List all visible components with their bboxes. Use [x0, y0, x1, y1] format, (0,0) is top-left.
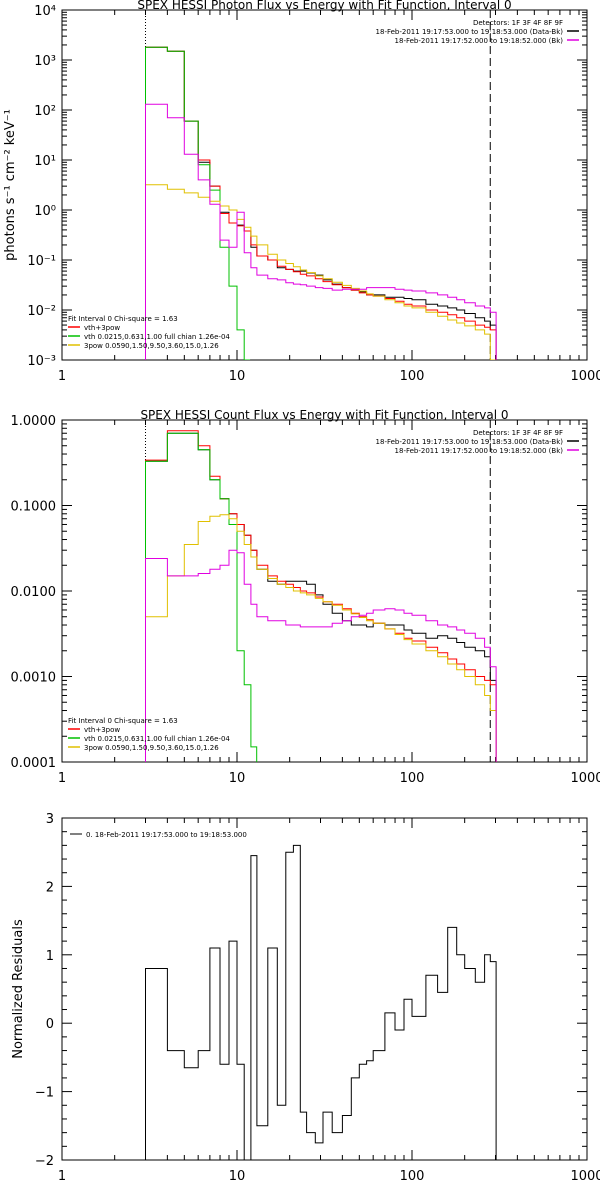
series-line-3 — [145, 46, 251, 360]
x-tick-label: 1000 — [570, 369, 600, 384]
series-line-2 — [145, 430, 497, 762]
legend-entry-label: 18-Feb-2011 19:17:53.000 to 19:18:53.000… — [376, 438, 564, 446]
legend-bottom-left: Fit Interval 0 Chi-square = 1.63vth+3pow… — [68, 717, 230, 752]
y-tick-label: 1.0000 — [11, 414, 57, 429]
y-tick-label: 10⁴ — [34, 4, 56, 19]
y-axis-label: photons s⁻¹ cm⁻² keV⁻¹ — [3, 109, 18, 261]
y-tick-label: 10⁻¹ — [27, 254, 56, 269]
legend-entry-label: Fit Interval 0 Chi-square = 1.63 — [68, 315, 178, 323]
y-tick-label: 10³ — [34, 54, 56, 69]
legend-entry-label: vth 0.0215,0.631,1.00 full chian 1.26e-0… — [84, 333, 230, 341]
y-tick-label: 0.0100 — [11, 585, 57, 600]
series-line-1 — [145, 46, 497, 360]
y-tick-label: 0.0010 — [11, 671, 57, 686]
legend-entry-label: Detectors: 1F 3F 4F 8F 9F — [473, 19, 563, 27]
legend-entry-label: 18-Feb-2011 19:17:52.000 to 19:18:52.000… — [395, 37, 564, 45]
legend-entry-label: 18-Feb-2011 19:17:53.000 to 19:18:53.000… — [376, 28, 564, 36]
x-tick-label: 10 — [229, 771, 246, 786]
x-tick-label: 100 — [400, 1169, 425, 1184]
legend-entry-label: 18-Feb-2011 19:17:52.000 to 19:18:52.000… — [395, 447, 564, 455]
series-line-1 — [145, 432, 497, 762]
legend-entry-label: Detectors: 1F 3F 4F 8F 9F — [473, 429, 563, 437]
series-line-5 — [145, 103, 497, 360]
x-tick-label: 10 — [229, 369, 246, 384]
chart-panel-1: SPEX HESSI Photon Flux vs Energy with Fi… — [3, 0, 600, 384]
legend: 0. 18-Feb-2011 19:17:53.000 to 19:18:53.… — [70, 831, 247, 839]
plot-frame — [61, 419, 588, 763]
y-tick-label: 0.0001 — [11, 756, 57, 771]
x-tick-label: 100 — [400, 771, 425, 786]
chart-title: SPEX HESSI Count Flux vs Energy with Fit… — [140, 408, 508, 422]
series-line-1 — [145, 844, 497, 1160]
series-line-3 — [145, 432, 258, 762]
legend-entry-label: Fit Interval 0 Chi-square = 1.63 — [68, 717, 178, 725]
y-tick-label: −2 — [35, 1154, 54, 1169]
x-tick-label: 1 — [58, 1169, 66, 1184]
y-tick-label: 0.1000 — [11, 500, 57, 515]
x-tick-label: 1000 — [570, 1169, 600, 1184]
series-line-4 — [145, 184, 497, 360]
plot-frame — [61, 9, 588, 361]
plot-frame — [61, 817, 588, 1161]
legend-entry-label: 3pow 0.0590,1.50,9.50,3.60,15.0,1.26 — [84, 744, 219, 752]
y-tick-label: 10¹ — [34, 154, 56, 169]
x-tick-label: 1 — [58, 771, 66, 786]
series-line-4 — [145, 514, 497, 762]
x-tick-label: 1 — [58, 369, 66, 384]
y-tick-label: 10⁻³ — [27, 354, 56, 369]
x-tick-label: 1000 — [570, 771, 600, 786]
chart-panel-2: SPEX HESSI Count Flux vs Energy with Fit… — [11, 408, 600, 786]
y-tick-label: 10² — [34, 104, 56, 119]
chart-title: SPEX HESSI Photon Flux vs Energy with Fi… — [137, 0, 511, 12]
y-tick-label: 10⁻² — [27, 304, 56, 319]
chart-panel-3: 1 10 100 1000 −2 −1 0 1 2 3 Normalized Residuals 0.… — [11, 812, 600, 1184]
y-axis-label: Normalized Residuals — [11, 919, 26, 1059]
legend-bottom-left: Fit Interval 0 Chi-square = 1.63vth+3pow… — [68, 315, 230, 350]
legend-entry-label: 3pow 0.0590,1.50,9.50,3.60,15.0,1.26 — [84, 342, 219, 350]
legend-entry-label: vth 0.0215,0.631,1.00 full chian 1.26e-0… — [84, 735, 230, 743]
legend-entry-label: vth+3pow — [84, 726, 120, 734]
y-tick-label: −1 — [35, 1086, 54, 1101]
y-tick-label: 0 — [46, 1017, 54, 1032]
series-line-2 — [145, 46, 497, 360]
x-tick-label: 100 — [400, 369, 425, 384]
y-tick-label: 10⁰ — [34, 204, 56, 219]
legend-entry-label: 0. 18-Feb-2011 19:17:53.000 to 19:18:53.… — [86, 831, 247, 839]
series-line-5 — [145, 549, 497, 762]
y-tick-label: 1 — [46, 949, 54, 964]
y-tick-label: 3 — [46, 812, 54, 827]
legend-entry-label: vth+3pow — [84, 324, 120, 332]
y-tick-label: 2 — [46, 880, 54, 895]
x-tick-label: 10 — [229, 1169, 246, 1184]
